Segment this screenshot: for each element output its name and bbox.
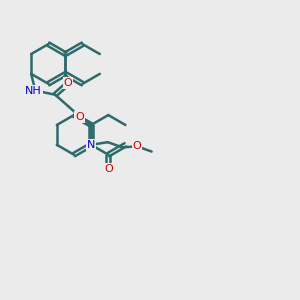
Text: O: O bbox=[64, 78, 73, 88]
Text: O: O bbox=[104, 164, 113, 174]
Text: O: O bbox=[75, 112, 84, 122]
Text: O: O bbox=[133, 141, 141, 151]
Text: NH: NH bbox=[25, 85, 42, 96]
Text: N: N bbox=[87, 140, 95, 150]
